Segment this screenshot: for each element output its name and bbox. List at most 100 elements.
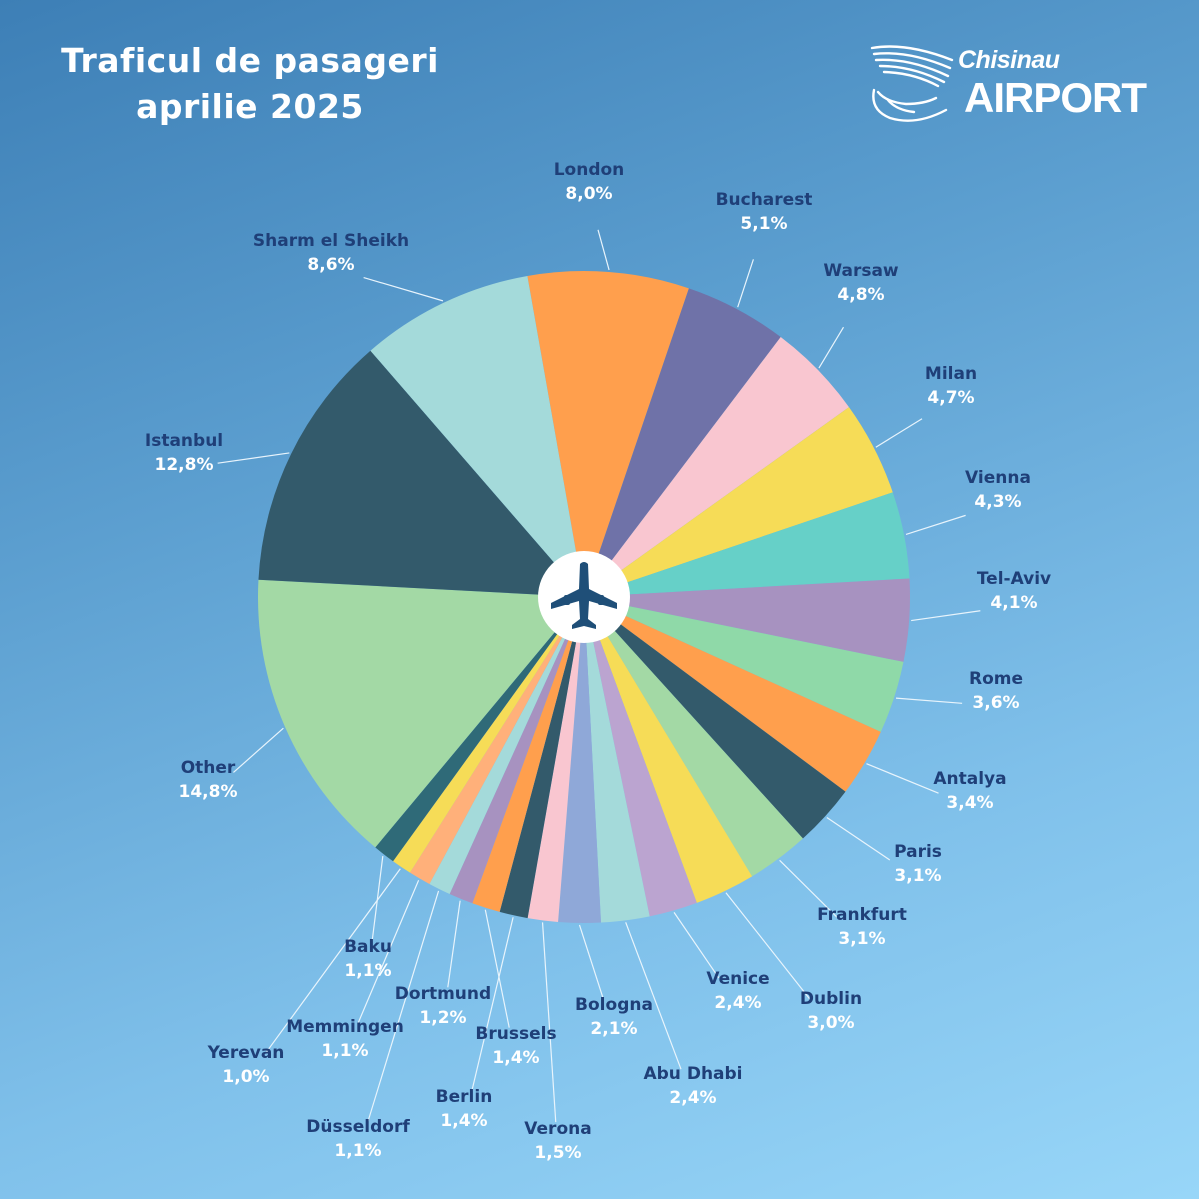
- leader-line-dortmund: [447, 900, 461, 988]
- slice-name-tel-aviv: Tel-Aviv: [977, 569, 1051, 589]
- leader-line-verona: [541, 922, 557, 1123]
- leader-line-bucharest: [737, 259, 754, 308]
- leader-line-other: [233, 727, 284, 773]
- slice-value-london: 8,0%: [565, 184, 612, 204]
- slice-value-dortmund: 1,2%: [419, 1008, 466, 1028]
- pie-slice-warsaw: [584, 337, 849, 597]
- slice-labels: London 8,0% Bucharest 5,1% Warsaw 4,8% Milan 4,…: [145, 160, 1051, 1163]
- slice-name-yerevan: Yerevan: [207, 1043, 285, 1063]
- slice-name-venice: Venice: [706, 969, 769, 989]
- slice-name-baku: Baku: [344, 937, 392, 957]
- slice-value-rome: 3,6%: [972, 693, 1019, 713]
- leader-line-sharm-el-sheikh: [363, 276, 444, 302]
- slice-value-memmingen: 1,1%: [321, 1041, 368, 1061]
- leader-line-vienna: [905, 514, 966, 536]
- leader-line-brussels: [484, 909, 510, 1028]
- pie-slice-milan: [584, 407, 893, 597]
- pie-slice-abu-dhabi: [584, 597, 650, 923]
- slice-value-warsaw: 4,8%: [837, 285, 884, 305]
- slice-name-other: Other: [181, 758, 236, 778]
- leader-line-venice: [673, 912, 720, 979]
- slice-value-tel-aviv: 4,1%: [990, 593, 1037, 613]
- pie-slice-memmingen: [410, 597, 584, 885]
- slice-name-milan: Milan: [925, 364, 977, 384]
- slice-value-venice: 2,4%: [714, 993, 761, 1013]
- slice-name-bucharest: Bucharest: [716, 190, 813, 210]
- slice-name-dusseldorf: Düsseldorf: [306, 1117, 410, 1137]
- leader-line-bologna: [578, 924, 605, 1000]
- center-badge: [538, 551, 630, 643]
- slice-value-abu-dhabi: 2,4%: [669, 1088, 716, 1108]
- leader-line-berlin: [471, 917, 514, 1092]
- leader-line-dusseldorf: [367, 890, 440, 1122]
- slice-value-brussels: 1,4%: [492, 1048, 539, 1068]
- pie-slice-dusseldorf: [429, 597, 584, 895]
- slice-name-warsaw: Warsaw: [823, 261, 899, 281]
- slice-value-istanbul: 12,8%: [155, 455, 214, 475]
- leader-line-tel-aviv: [911, 610, 981, 622]
- leader-line-istanbul: [217, 452, 290, 464]
- slice-name-bologna: Bologna: [575, 995, 653, 1015]
- pie-slice-london: [527, 271, 689, 597]
- pie-slice-venice: [584, 597, 697, 917]
- slice-name-london: London: [554, 160, 625, 180]
- slice-name-brussels: Brussels: [475, 1024, 556, 1044]
- pie-slice-dortmund: [449, 597, 584, 904]
- slice-name-rome: Rome: [969, 669, 1023, 689]
- slice-value-baku: 1,1%: [344, 961, 391, 981]
- slice-value-sharm-el-sheikh: 8,6%: [307, 255, 354, 275]
- slice-name-frankfurt: Frankfurt: [817, 905, 907, 925]
- slice-value-yerevan: 1,0%: [222, 1067, 269, 1087]
- airplane-icon: [551, 562, 617, 629]
- pie-slice-paris: [584, 597, 846, 839]
- pie-slice-verona: [527, 597, 584, 922]
- pie-slice-baku: [375, 597, 584, 862]
- title-line-1: Traficul de pasageri: [61, 41, 439, 80]
- logo-city-text: Chisinau: [958, 46, 1060, 74]
- slice-value-milan: 4,7%: [927, 388, 974, 408]
- title-line-2: aprilie 2025: [136, 87, 364, 126]
- leader-line-antalya: [866, 763, 939, 794]
- slice-value-berlin: 1,4%: [440, 1111, 487, 1131]
- slice-value-antalya: 3,4%: [946, 793, 993, 813]
- pie-slice-frankfurt: [584, 597, 803, 877]
- leader-line-london: [597, 229, 610, 271]
- slice-value-dublin: 3,0%: [807, 1013, 854, 1033]
- leader-line-milan: [875, 418, 923, 448]
- slice-value-bologna: 2,1%: [590, 1019, 637, 1039]
- pie-slice-rome: [584, 597, 904, 732]
- pie-slice-antalya: [584, 597, 881, 792]
- pie-slices: [258, 271, 910, 923]
- slice-value-dusseldorf: 1,1%: [334, 1141, 381, 1161]
- leader-line-warsaw: [818, 326, 845, 369]
- pie-slice-vienna: [584, 492, 910, 597]
- slice-value-vienna: 4,3%: [974, 492, 1021, 512]
- leader-line-paris: [826, 816, 891, 861]
- pie-slice-other: [258, 579, 584, 848]
- wing-hand-logo-icon: [870, 45, 954, 122]
- leader-lines: [217, 229, 981, 1123]
- pie-slice-brussels: [472, 597, 584, 912]
- slice-name-verona: Verona: [524, 1119, 591, 1139]
- slice-name-istanbul: Istanbul: [145, 431, 223, 451]
- slice-name-sharm-el-sheikh: Sharm el Sheikh: [253, 231, 409, 251]
- leader-line-abu-dhabi: [625, 922, 682, 1070]
- slice-name-dortmund: Dortmund: [395, 984, 491, 1004]
- slice-value-paris: 3,1%: [894, 866, 941, 886]
- pie-slice-istanbul: [258, 350, 584, 597]
- airport-logo: Chisinau AIRPORT: [866, 40, 1166, 130]
- pie-slice-bologna: [558, 597, 601, 923]
- slice-name-antalya: Antalya: [933, 769, 1006, 789]
- leader-line-baku: [371, 855, 384, 941]
- logo-brand-text: AIRPORT: [964, 74, 1147, 121]
- pie-slice-yerevan: [393, 597, 584, 873]
- leader-line-memmingen: [357, 880, 420, 1023]
- pie-slice-dublin: [584, 597, 753, 903]
- page-title: Traficul de pasageri aprilie 2025: [0, 38, 500, 130]
- slice-name-memmingen: Memmingen: [286, 1017, 404, 1037]
- slice-value-frankfurt: 3,1%: [838, 929, 885, 949]
- leader-line-dublin: [725, 892, 811, 1000]
- slice-name-vienna: Vienna: [965, 468, 1031, 488]
- slice-value-other: 14,8%: [179, 782, 238, 802]
